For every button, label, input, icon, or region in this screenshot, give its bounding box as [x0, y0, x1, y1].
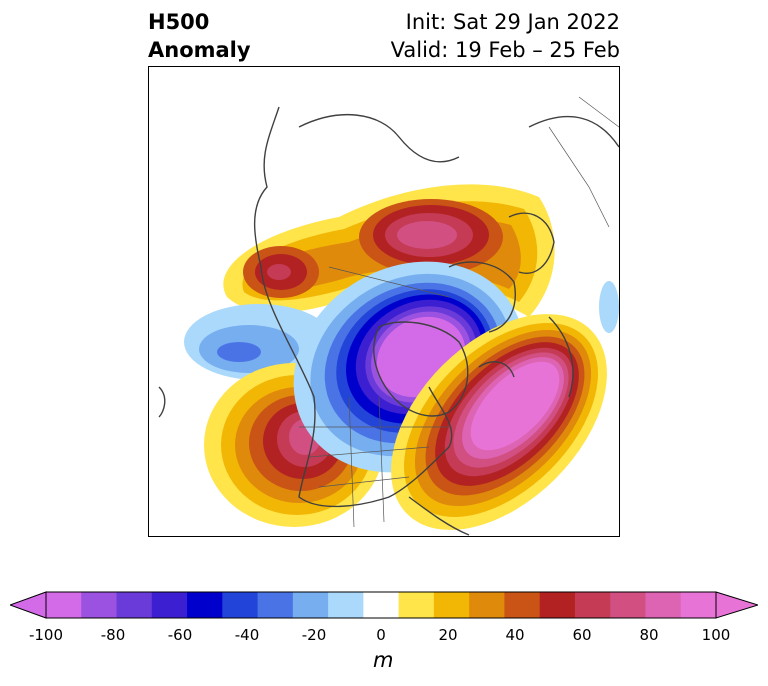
tick-label: 40 [505, 626, 525, 644]
colorbar-cell [222, 592, 259, 618]
colorbar-cell [46, 592, 82, 618]
tick-label: 100 [701, 626, 731, 644]
colorbar-cells [10, 591, 758, 619]
colorbar-cell [469, 592, 505, 618]
map-canvas [158, 96, 619, 536]
tick-label: 0 [376, 626, 386, 644]
colorbar-cell [187, 592, 223, 618]
colorbar-cell [433, 592, 470, 618]
europe-trough [599, 281, 619, 333]
colorbar-cell [398, 592, 435, 618]
init-date-label: Init: Sat 29 Jan 2022 [405, 10, 620, 34]
colorbar-cell [574, 592, 611, 618]
colorbar-cell [81, 592, 118, 618]
colorbar-outline [45, 591, 717, 619]
tick-label: 20 [438, 626, 458, 644]
colorbar-cell [539, 592, 576, 618]
colorbar-under-arrow [10, 591, 47, 619]
valid-date-label: Valid: 19 Feb – 25 Feb [390, 38, 620, 62]
tick-label: -80 [100, 626, 126, 644]
colorbar [10, 591, 758, 619]
colorbar-cell [645, 592, 682, 618]
date-info: Init: Sat 29 Jan 2022 Valid: 19 Feb – 25… [391, 8, 620, 64]
pacific-trough [184, 304, 334, 380]
tick-label: -100 [28, 626, 64, 644]
colorbar-cell [328, 592, 364, 618]
anomaly-map [148, 66, 620, 537]
colorbar-cell [116, 592, 153, 618]
colorbar-cell [680, 592, 717, 618]
colorbar-cell [257, 592, 294, 618]
colorbar-over-arrow [715, 591, 758, 619]
political-borders [299, 96, 619, 528]
colorbar-cell [610, 592, 646, 618]
colorbar-ticks: -100 -80 -60 -40 -20 0 20 40 60 80 100 [0, 626, 768, 648]
tick-label: -20 [301, 626, 327, 644]
tick-label: -40 [234, 626, 260, 644]
colorbar-unit-label: m [373, 648, 394, 672]
title-line-1: H500 [148, 10, 210, 34]
coastlines [158, 106, 619, 536]
tick-label: 80 [639, 626, 659, 644]
north-atlantic-ridge [391, 314, 607, 530]
colorbar-cell [363, 592, 400, 618]
colorbar-cell [292, 592, 329, 618]
map-title: H500 Anomaly [148, 8, 251, 64]
tick-label: -60 [167, 626, 193, 644]
colorbar-cell [151, 592, 188, 618]
title-line-2: Anomaly [148, 38, 251, 62]
colorbar-cell [504, 592, 541, 618]
tick-label: 60 [572, 626, 592, 644]
